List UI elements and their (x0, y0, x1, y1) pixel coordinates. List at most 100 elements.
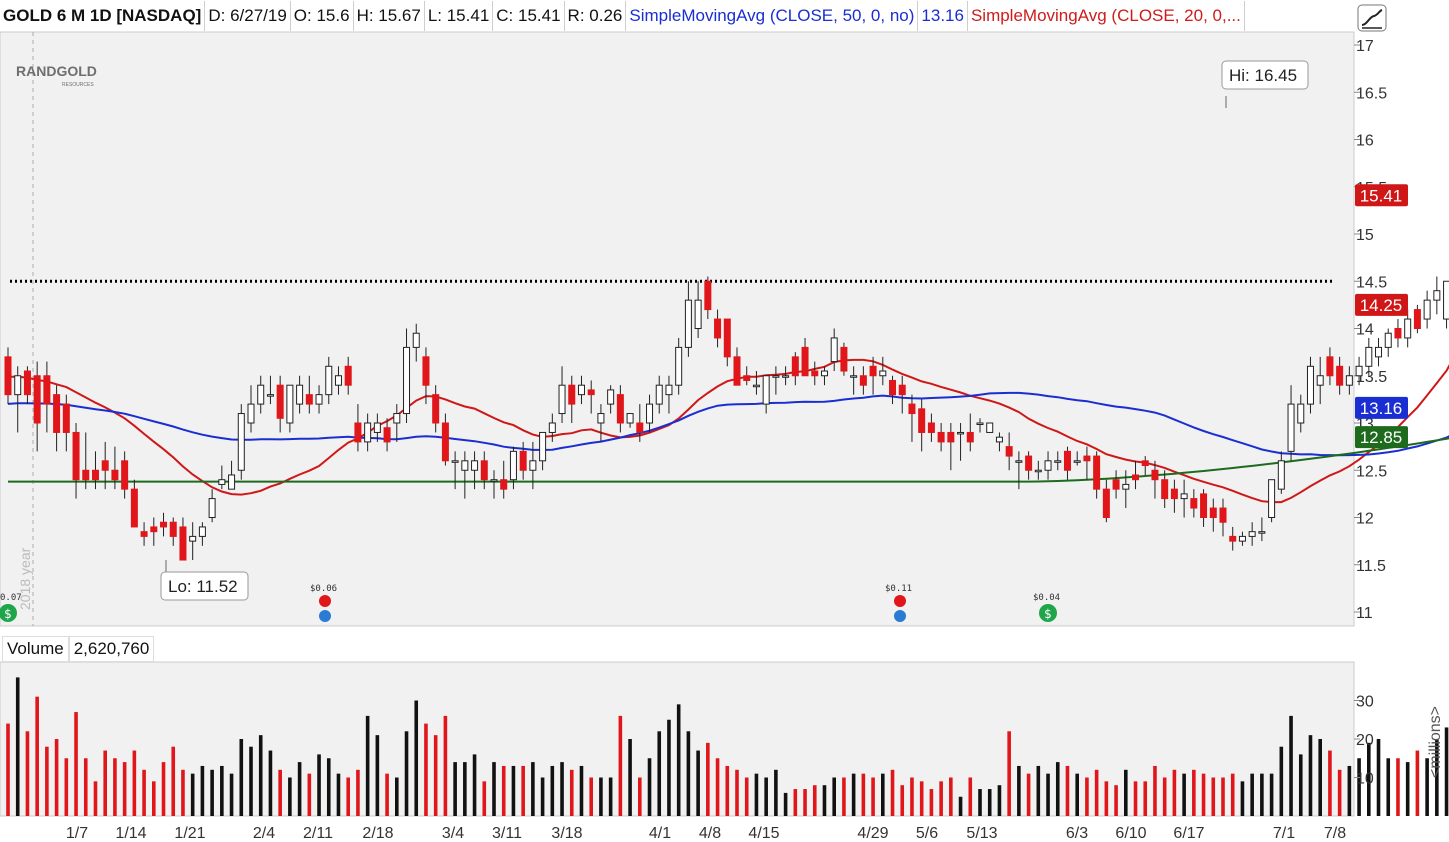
candle[interactable] (772, 366, 780, 395)
candle[interactable] (889, 375, 897, 405)
candle[interactable] (607, 385, 615, 414)
candle[interactable] (684, 281, 692, 357)
candle[interactable] (918, 399, 926, 452)
candle[interactable] (1180, 479, 1188, 518)
candle[interactable] (908, 394, 916, 442)
candle[interactable] (986, 422, 994, 433)
candle[interactable] (1063, 446, 1071, 480)
candle[interactable] (1404, 309, 1412, 348)
candle[interactable] (636, 404, 644, 442)
candle[interactable] (325, 356, 333, 405)
candle[interactable] (393, 404, 401, 442)
candle[interactable] (1044, 451, 1052, 480)
candle[interactable] (1394, 319, 1402, 348)
candle[interactable] (14, 366, 22, 433)
candle[interactable] (1229, 526, 1237, 551)
candle[interactable] (266, 375, 274, 405)
candle[interactable] (1112, 470, 1120, 499)
candle[interactable] (665, 375, 673, 414)
candle[interactable] (169, 517, 177, 546)
candle[interactable] (966, 413, 974, 452)
candle[interactable] (1161, 470, 1169, 509)
chart-style-icon[interactable] (1357, 4, 1387, 32)
candle[interactable] (237, 404, 245, 480)
candle[interactable] (1248, 522, 1256, 546)
candle[interactable] (704, 276, 712, 320)
candle[interactable] (927, 413, 935, 442)
dividend-marker[interactable]: 0.07 $ (0, 593, 22, 622)
candle[interactable] (1316, 356, 1324, 405)
candle[interactable] (743, 366, 751, 386)
candle[interactable] (373, 413, 381, 442)
candle[interactable] (432, 385, 440, 433)
candle[interactable] (850, 366, 858, 395)
candle[interactable] (1443, 280, 1449, 329)
candle[interactable] (1375, 337, 1383, 367)
candle[interactable] (33, 361, 41, 452)
candle[interactable] (1102, 479, 1110, 523)
candle[interactable] (957, 423, 965, 461)
candle[interactable] (539, 431, 547, 471)
candle[interactable] (1413, 304, 1421, 334)
candle[interactable] (383, 418, 391, 452)
candle[interactable] (1345, 366, 1353, 395)
candle[interactable] (72, 423, 80, 499)
candle[interactable] (1365, 337, 1373, 376)
candle[interactable] (354, 404, 362, 452)
candle[interactable] (130, 479, 138, 528)
candle[interactable] (947, 423, 955, 471)
candle[interactable] (820, 366, 828, 386)
candle[interactable] (879, 356, 887, 386)
candle[interactable] (519, 441, 527, 480)
candle[interactable] (1170, 479, 1178, 513)
candle[interactable] (1054, 451, 1062, 471)
candle[interactable] (840, 342, 848, 376)
candle[interactable] (723, 318, 731, 367)
candle[interactable] (1025, 451, 1033, 480)
candle[interactable] (587, 380, 595, 414)
candle[interactable] (801, 337, 809, 377)
candle[interactable] (111, 446, 119, 490)
candle[interactable] (500, 460, 508, 499)
candle[interactable] (53, 385, 61, 452)
candle[interactable] (23, 366, 31, 405)
candle[interactable] (480, 451, 488, 490)
candle[interactable] (461, 451, 469, 499)
candle[interactable] (558, 366, 566, 423)
candle[interactable] (101, 441, 109, 490)
candle[interactable] (82, 432, 90, 490)
candle[interactable] (1132, 460, 1140, 490)
candle[interactable] (1355, 356, 1363, 386)
candle[interactable] (286, 384, 294, 433)
candle[interactable] (898, 375, 906, 414)
candle[interactable] (490, 470, 498, 499)
candle[interactable] (1306, 356, 1314, 414)
candle[interactable] (1297, 394, 1305, 433)
candle[interactable] (714, 309, 722, 348)
candle[interactable] (1423, 290, 1431, 329)
candle[interactable] (198, 522, 206, 546)
candle[interactable] (1258, 517, 1266, 542)
candle[interactable] (830, 328, 838, 372)
candle[interactable] (412, 323, 420, 362)
candle[interactable] (1190, 489, 1198, 518)
candle[interactable] (1336, 356, 1344, 395)
candle[interactable] (179, 517, 187, 561)
candle[interactable] (364, 413, 372, 452)
candle[interactable] (1268, 479, 1276, 523)
candle[interactable] (451, 451, 459, 490)
candle[interactable] (1093, 451, 1101, 499)
candle[interactable] (1238, 531, 1246, 546)
candle[interactable] (762, 375, 770, 414)
candle[interactable] (782, 366, 790, 386)
candle[interactable] (859, 366, 867, 395)
candle[interactable] (276, 375, 284, 433)
candle[interactable] (305, 375, 313, 414)
candle[interactable] (247, 385, 255, 433)
candle[interactable] (334, 366, 342, 395)
dividend-marker[interactable]: $0.11 (885, 584, 912, 622)
candle[interactable] (43, 361, 51, 433)
sma50-label[interactable]: SimpleMovingAvg (CLOSE, 50, 0, no) (626, 1, 919, 31)
candle[interactable] (1073, 451, 1081, 466)
candle[interactable] (257, 375, 265, 414)
